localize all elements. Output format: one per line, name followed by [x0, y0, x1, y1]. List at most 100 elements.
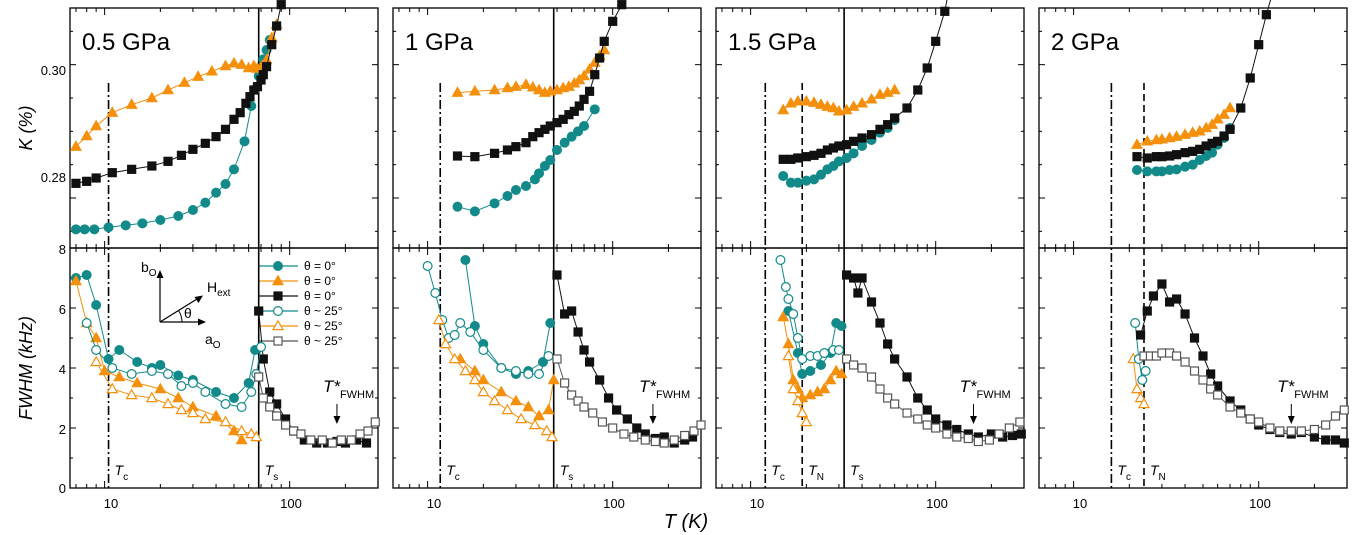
data-point: [800, 415, 813, 427]
data-point: [866, 130, 877, 140]
series-line: [75, 0, 283, 184]
data-point: [994, 429, 1004, 439]
data-point: [890, 399, 900, 409]
transition-label-sub: c: [1126, 472, 1131, 483]
data-point: [984, 435, 994, 445]
bottom-series-teal_filled: [70, 270, 261, 404]
data-point: [1198, 375, 1208, 385]
data-point: [848, 273, 859, 283]
data-point: [147, 161, 157, 171]
legend-marker: [271, 274, 285, 286]
inset-a-label: aO: [205, 331, 221, 351]
data-point: [818, 382, 831, 394]
data-point: [468, 373, 481, 385]
data-point: [145, 91, 158, 103]
data-point: [1140, 366, 1151, 377]
data-point: [567, 306, 577, 316]
series-line: [1136, 0, 1272, 159]
data-point: [1309, 424, 1320, 435]
data-point: [922, 63, 932, 73]
data-point: [787, 382, 800, 394]
data-point: [145, 391, 158, 403]
data-point: [883, 393, 893, 403]
transition-label-sub: s: [859, 472, 864, 483]
data-point: [629, 432, 639, 442]
panels: 0.5 GPa Tc Ts T*FWHM 1 GPa Tc Ts T*FWHM 1.5 GPa T…: [69, 0, 1349, 489]
data-point: [559, 137, 570, 148]
transition-label-s: Ts: [560, 462, 574, 483]
data-point: [459, 364, 472, 376]
data-point: [265, 402, 275, 412]
data-point: [468, 364, 481, 376]
data-point: [71, 178, 81, 188]
data-point: [824, 373, 837, 385]
bottom-series-open_square: [254, 372, 380, 448]
data-point: [1245, 73, 1255, 83]
transition-label-c: Tc: [115, 462, 129, 483]
data-point: [913, 393, 923, 403]
data-point: [228, 164, 239, 175]
data-point: [1225, 124, 1235, 134]
bottom-series-orange_open: [432, 313, 559, 442]
data-point: [857, 273, 867, 283]
data-point: [890, 113, 900, 123]
bottom-y-tick-label: 4: [59, 362, 66, 377]
data-point: [1254, 40, 1264, 50]
data-point: [1180, 357, 1190, 367]
data-point: [430, 288, 441, 299]
data-point: [200, 197, 211, 208]
data-point: [913, 85, 923, 95]
data-point: [501, 81, 514, 93]
data-point: [853, 288, 863, 298]
data-point: [106, 106, 119, 117]
data-point: [1180, 309, 1190, 319]
data-point: [336, 435, 346, 445]
data-point: [69, 274, 82, 286]
data-point: [875, 318, 885, 328]
legend-label: θ ~ 25°: [304, 304, 343, 318]
data-point: [599, 36, 609, 46]
data-point: [178, 76, 191, 87]
top-series-black: [778, 0, 950, 164]
data-point: [452, 151, 463, 161]
data-point: [1286, 426, 1296, 436]
legend-marker: [273, 291, 283, 301]
x-tick-label: 10: [750, 496, 764, 511]
data-point: [90, 355, 103, 367]
data-point: [1004, 423, 1014, 433]
data-point: [188, 144, 198, 154]
data-point: [1206, 118, 1219, 129]
data-point: [1130, 382, 1144, 394]
panel-2: 1 GPa Tc Ts T*FWHM: [392, 0, 706, 489]
transition-label-s: Ts: [265, 462, 279, 483]
data-point: [545, 430, 559, 442]
transition-label-N: TN: [808, 462, 824, 483]
data-point: [520, 181, 531, 192]
data-point: [577, 69, 591, 81]
data-point: [488, 394, 501, 406]
x-tick-label: 100: [926, 496, 948, 511]
data-point: [1296, 426, 1306, 436]
data-point: [597, 417, 608, 427]
bottom-series-orange_open: [782, 349, 813, 427]
data-point: [782, 349, 795, 361]
data-point: [502, 191, 513, 202]
data-point: [1171, 150, 1182, 160]
bottom-series-teal_open: [81, 318, 267, 413]
bottom-series-orange_open: [1127, 352, 1151, 409]
data-point: [176, 381, 187, 392]
data-point: [103, 222, 114, 233]
data-point: [220, 399, 231, 410]
data-point: [258, 70, 268, 80]
data-point: [510, 185, 521, 196]
data-point: [155, 215, 166, 226]
series-line: [464, 259, 551, 375]
data-point: [81, 318, 92, 329]
data-point: [154, 382, 167, 394]
data-point: [788, 309, 799, 320]
data-point: [533, 83, 546, 95]
bottom-series-teal_open: [422, 261, 554, 380]
data-point: [125, 98, 138, 109]
data-point: [778, 154, 788, 164]
data-point: [1171, 294, 1182, 304]
